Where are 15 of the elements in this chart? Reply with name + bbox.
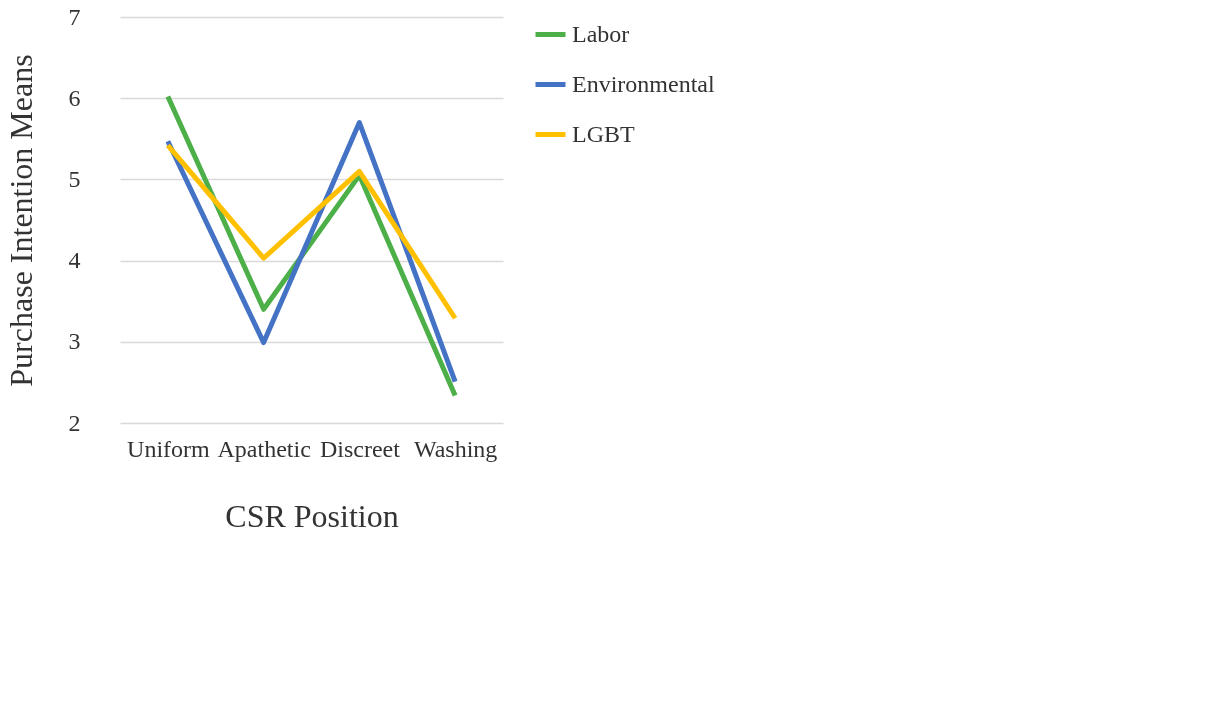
y-axis-title: Purchase Intention Means [2, 54, 39, 387]
x-tick-label: Apathetic [217, 435, 311, 462]
x-tick-label: Washing [413, 435, 498, 462]
legend-label: LGBT [572, 120, 635, 147]
x-tick-label: Uniform [127, 435, 211, 462]
y-tick-label: 5 [68, 165, 81, 192]
y-tick-label: 4 [68, 247, 81, 274]
y-tick-label: 6 [68, 84, 81, 111]
y-tick-label: 3 [68, 328, 81, 355]
x-axis-title: CSR Position [225, 497, 399, 534]
y-tick-label: 2 [68, 409, 81, 436]
legend-label: Environmental [572, 70, 715, 97]
x-tick-label: Discreet [319, 435, 401, 462]
y-tick-label: 7 [68, 3, 81, 30]
legend-label: Labor [572, 20, 630, 47]
